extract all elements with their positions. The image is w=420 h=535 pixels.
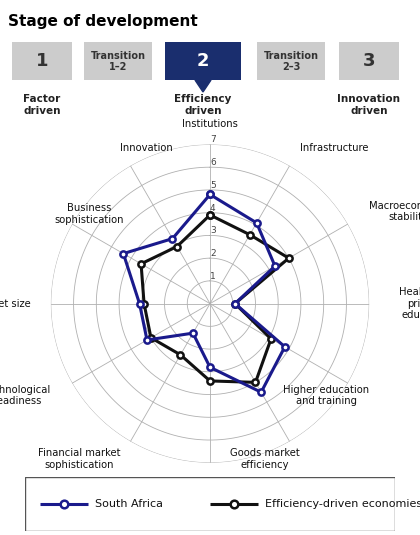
Text: Efficiency-driven economies: Efficiency-driven economies	[265, 499, 420, 509]
Text: Health and
primary
education: Health and primary education	[399, 287, 420, 320]
Text: Business
sophistication: Business sophistication	[55, 203, 124, 225]
FancyBboxPatch shape	[25, 477, 395, 531]
Text: Innovation
driven: Innovation driven	[338, 94, 401, 117]
Text: Labor market efficiency: Labor market efficiency	[151, 479, 269, 488]
Bar	[257, 42, 325, 80]
Text: Innovation: Innovation	[120, 143, 173, 153]
Text: Factor
driven: Factor driven	[23, 94, 61, 117]
Bar	[12, 42, 72, 80]
Text: Macroeconomic
stability: Macroeconomic stability	[370, 201, 420, 223]
Text: 1: 1	[36, 52, 48, 70]
Text: Institutions: Institutions	[182, 119, 238, 128]
Text: 1–2: 1–2	[109, 62, 127, 72]
Text: South Africa: South Africa	[95, 499, 163, 509]
Bar	[339, 42, 399, 80]
Text: Stage of development: Stage of development	[8, 14, 198, 29]
Text: Transition: Transition	[263, 51, 318, 61]
Text: Market size: Market size	[0, 299, 30, 309]
Text: 2–3: 2–3	[282, 62, 300, 72]
Text: 3: 3	[363, 52, 375, 70]
Text: Higher education
and training: Higher education and training	[284, 385, 370, 407]
Text: Infrastructure: Infrastructure	[300, 143, 368, 153]
Bar	[165, 42, 241, 80]
Text: 2: 2	[197, 52, 209, 70]
Bar	[84, 42, 152, 80]
Text: Efficiency
driven: Efficiency driven	[174, 94, 232, 117]
Text: Technological
readiness: Technological readiness	[0, 385, 50, 407]
Text: Financial market
sophistication: Financial market sophistication	[38, 448, 120, 470]
Polygon shape	[195, 80, 211, 92]
Text: Goods market
efficiency: Goods market efficiency	[230, 448, 300, 470]
Text: Transition: Transition	[90, 51, 145, 61]
